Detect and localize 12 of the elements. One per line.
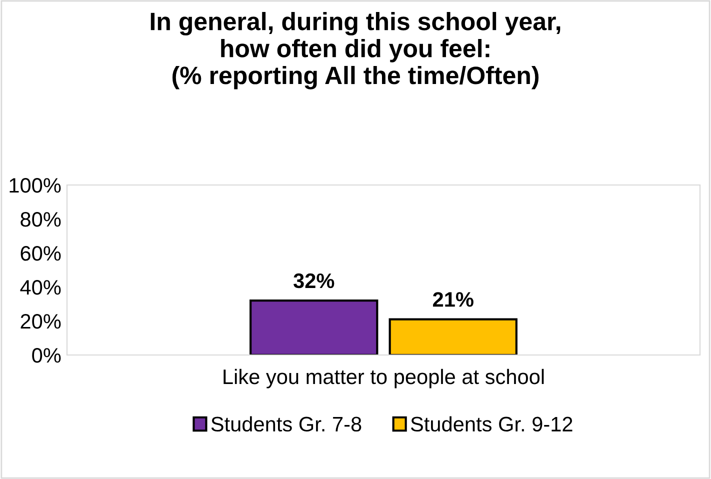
y-tick-label: 60% [20,246,61,261]
y-tick-label: 100% [10,178,61,193]
y-tick-label: 20% [20,314,61,329]
legend-label: Students Gr. 7-8 [211,416,362,432]
chart-title: In general, during this school year, how often did you feel: (% reporting All the time/Often) [150,12,560,90]
y-tick-label: 40% [20,280,61,295]
data-label: 21% [433,292,474,307]
x-tick-label: Like you matter to people at school [224,368,544,388]
y-tick-label: 0% [32,348,61,363]
legend-label: Students Gr. 9-12 [410,416,572,432]
y-tick-label: 80% [20,212,61,227]
data-label: 32% [294,273,334,288]
